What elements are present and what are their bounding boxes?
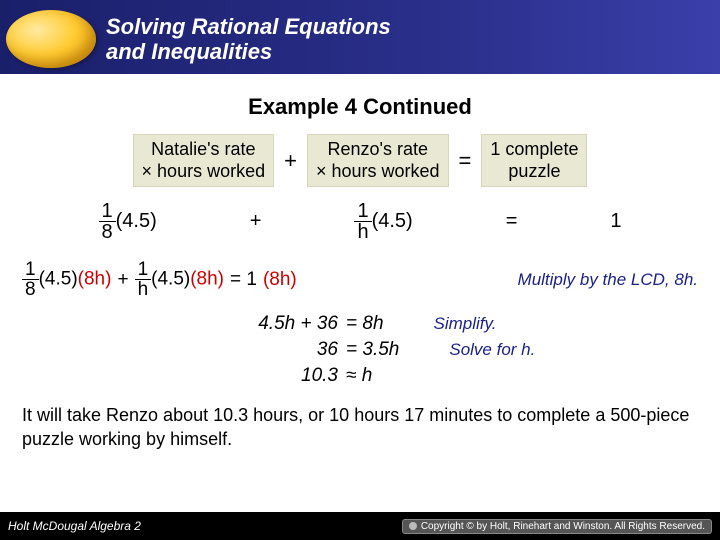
slide: Solving Rational Equations and Inequalit… xyxy=(0,0,720,540)
copyright-text: Copyright © by Holt, Rinehart and Winsto… xyxy=(421,521,705,532)
example-heading: Example 4 Continued xyxy=(22,94,698,120)
denominator: 8 xyxy=(22,280,39,299)
step-rhs: = 3.5h xyxy=(342,339,399,361)
word-box-line: Renzo's rate xyxy=(316,139,440,161)
step-comment: Solve for h. xyxy=(449,340,535,360)
denominator: 8 xyxy=(99,222,116,242)
footer-brand: Holt McDougal Algebra 2 xyxy=(8,519,402,533)
fraction: 1 8 xyxy=(99,201,116,242)
factor: (4.5) xyxy=(116,210,157,232)
factor: (4.5) xyxy=(39,269,78,290)
plus-sign: + xyxy=(282,148,299,174)
plus-sign: + xyxy=(117,269,128,291)
equals-sign: = xyxy=(506,210,518,233)
term-2: 1 h (4.5) xyxy=(354,201,412,242)
header-bar: Solving Rational Equations and Inequalit… xyxy=(0,0,720,78)
numerator: 1 xyxy=(22,260,39,280)
word-box-line: Natalie's rate xyxy=(142,139,266,161)
factor: (4.5) xyxy=(372,210,413,232)
chapter-orb-icon xyxy=(6,10,96,68)
word-equation-row: Natalie's rate × hours worked + Renzo's … xyxy=(22,134,698,187)
step-row: 4.5h + 36 = 8h Simplify. xyxy=(222,313,698,335)
solve-steps: 4.5h + 36 = 8h Simplify. 36 = 3.5h Solve… xyxy=(222,313,698,387)
fraction: 1 8 xyxy=(22,260,39,299)
word-box-line: 1 complete xyxy=(490,139,578,161)
fraction: 1 h xyxy=(135,260,152,299)
word-box-renzo: Renzo's rate × hours worked xyxy=(307,134,449,187)
word-box-line: puzzle xyxy=(490,161,578,183)
step-lhs: 36 xyxy=(222,339,342,361)
step-rhs: = 8h xyxy=(342,313,384,335)
numerator: 1 xyxy=(99,201,116,222)
term-1: 1 8 (4.5) xyxy=(99,201,157,242)
lcd-term-b: 1 h (4.5)(8h) xyxy=(135,260,224,299)
header-underline xyxy=(0,74,720,78)
denominator: h xyxy=(354,222,371,242)
badge-dot-icon xyxy=(409,522,417,530)
step-comment: Simplify. xyxy=(434,314,497,334)
lcd-factor: (8h) xyxy=(190,269,224,290)
lcd-multiply-row: 1 8 (4.5)(8h) + 1 h (4.5)(8h) = 1(8h) Mu… xyxy=(22,260,698,299)
step-comment: Multiply by the LCD, 8h. xyxy=(518,270,698,290)
lcd-factor: (8h) xyxy=(78,269,112,290)
symbolic-equation-row: 1 8 (4.5) + 1 h (4.5) = 1 xyxy=(52,201,668,242)
lcd-factor: (8h) xyxy=(263,269,297,291)
slide-body: Example 4 Continued Natalie's rate × hou… xyxy=(0,78,720,512)
word-box-line: × hours worked xyxy=(316,161,440,183)
equals-one: = 1 xyxy=(230,269,257,291)
lcd-term-a: 1 8 (4.5)(8h) xyxy=(22,260,111,299)
title-line-1: Solving Rational Equations xyxy=(106,14,391,39)
fraction: 1 h xyxy=(354,201,371,242)
factor: (4.5) xyxy=(151,269,190,290)
step-lhs: 4.5h + 36 xyxy=(222,313,342,335)
rhs-value: 1 xyxy=(610,210,621,233)
numerator: 1 xyxy=(135,260,152,280)
step-lhs: 10.3 xyxy=(222,365,342,387)
copyright-badge: Copyright © by Holt, Rinehart and Winsto… xyxy=(402,519,712,534)
step-row: 10.3 ≈ h xyxy=(222,365,698,387)
word-box-result: 1 complete puzzle xyxy=(481,134,587,187)
word-box-line: × hours worked xyxy=(142,161,266,183)
plus-sign: + xyxy=(250,210,262,233)
title-line-2: and Inequalities xyxy=(106,39,391,64)
word-box-natalie: Natalie's rate × hours worked xyxy=(133,134,275,187)
footer-bar: Holt McDougal Algebra 2 Copyright © by H… xyxy=(0,512,720,540)
step-row: 36 = 3.5h Solve for h. xyxy=(222,339,698,361)
equals-sign: = xyxy=(457,148,474,174)
denominator: h xyxy=(135,280,152,299)
conclusion-text: It will take Renzo about 10.3 hours, or … xyxy=(22,403,698,452)
numerator: 1 xyxy=(354,201,371,222)
slide-title: Solving Rational Equations and Inequalit… xyxy=(106,14,391,65)
step-rhs: ≈ h xyxy=(342,365,372,387)
